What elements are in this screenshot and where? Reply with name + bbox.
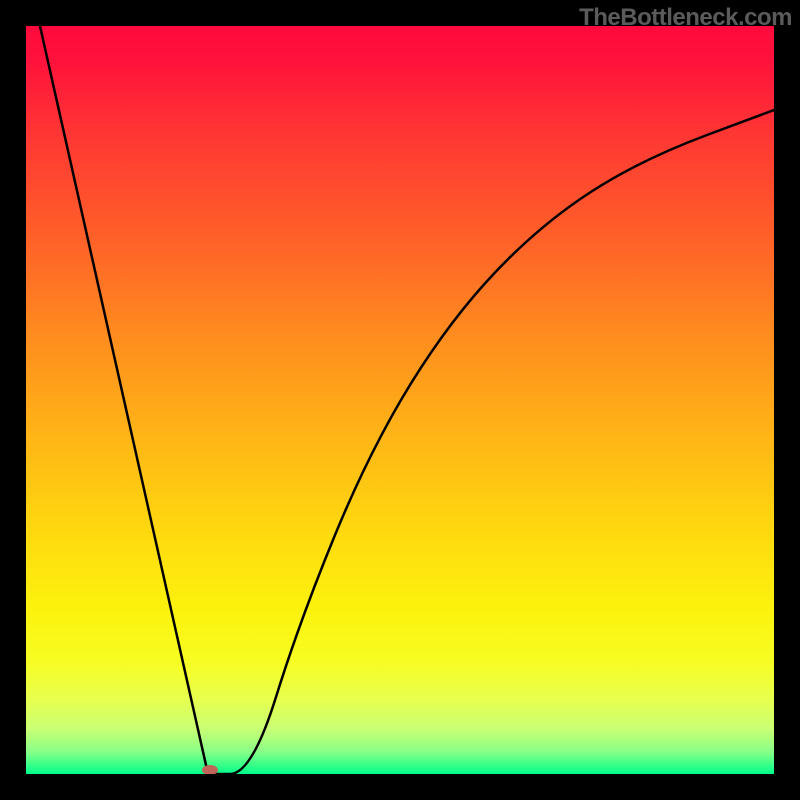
optimal-point-marker	[202, 765, 218, 775]
attribution-link[interactable]: TheBottleneck.com	[579, 4, 792, 32]
chart-container: TheBottleneck.com	[0, 0, 800, 800]
border-right	[774, 0, 800, 800]
border-left	[0, 0, 26, 800]
bottleneck-curve-chart	[0, 0, 800, 800]
border-bottom	[0, 774, 800, 800]
